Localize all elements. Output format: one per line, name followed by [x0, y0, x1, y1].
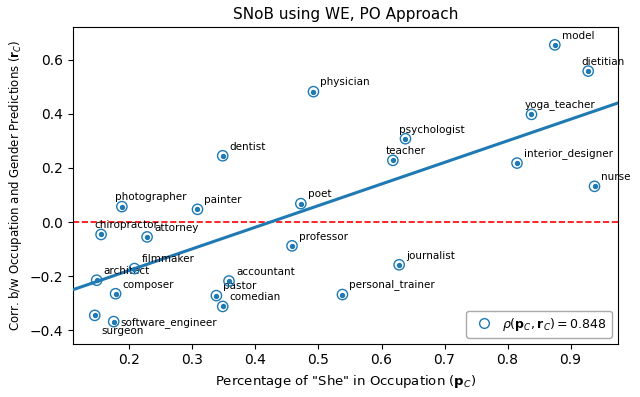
Point — [296, 200, 306, 207]
Point — [90, 312, 100, 318]
Text: teacher: teacher — [386, 146, 426, 156]
Point — [142, 234, 152, 240]
Point — [193, 206, 203, 212]
Point — [401, 135, 411, 142]
Point — [583, 68, 593, 74]
Text: software_engineer: software_engineer — [120, 318, 217, 328]
Point — [550, 42, 560, 48]
Point — [218, 303, 228, 310]
Text: poet: poet — [308, 189, 332, 199]
Y-axis label: Corr. b/w Occupation and Gender Predictions ($\mathbf{r}_C$): Corr. b/w Occupation and Gender Predicti… — [7, 40, 24, 331]
X-axis label: Percentage of "She" in Occupation ($\mathbf{p}_C$): Percentage of "She" in Occupation ($\mat… — [214, 373, 476, 390]
Point — [218, 152, 228, 159]
Point — [224, 278, 234, 284]
Point — [512, 160, 522, 166]
Point — [142, 234, 152, 240]
Point — [193, 206, 203, 212]
Text: psychologist: psychologist — [399, 125, 464, 135]
Point — [90, 312, 100, 318]
Point — [401, 135, 411, 142]
Text: personal_trainer: personal_trainer — [349, 279, 435, 290]
Text: model: model — [562, 31, 595, 41]
Text: pastor: pastor — [223, 281, 257, 291]
Point — [308, 89, 319, 95]
Point — [92, 277, 102, 283]
Point — [109, 318, 119, 325]
Text: chiropractor: chiropractor — [94, 220, 158, 230]
Point — [287, 243, 297, 249]
Text: dietitian: dietitian — [581, 57, 625, 67]
Point — [526, 111, 536, 118]
Point — [394, 262, 404, 268]
Point — [211, 293, 221, 299]
Text: architect: architect — [104, 266, 150, 276]
Legend: $\rho(\mathbf{p}_C, \mathbf{r}_C) = 0.848$: $\rho(\mathbf{p}_C, \mathbf{r}_C) = 0.84… — [466, 310, 612, 337]
Point — [550, 42, 560, 48]
Text: nurse: nurse — [602, 172, 631, 182]
Point — [96, 231, 106, 238]
Title: SNoB using WE, PO Approach: SNoB using WE, PO Approach — [232, 7, 458, 22]
Text: professor: professor — [299, 232, 348, 242]
Text: filmmaker: filmmaker — [141, 254, 195, 264]
Point — [129, 266, 140, 272]
Point — [224, 278, 234, 284]
Text: comedian: comedian — [230, 292, 281, 302]
Point — [116, 203, 127, 210]
Point — [394, 262, 404, 268]
Point — [337, 291, 348, 298]
Point — [211, 293, 221, 299]
Text: painter: painter — [204, 195, 242, 205]
Point — [111, 291, 121, 297]
Text: attorney: attorney — [154, 223, 198, 233]
Text: journalist: journalist — [406, 251, 455, 260]
Text: composer: composer — [122, 279, 174, 289]
Point — [512, 160, 522, 166]
Point — [287, 243, 297, 249]
Point — [218, 303, 228, 310]
Point — [129, 266, 140, 272]
Point — [109, 318, 119, 325]
Text: photographer: photographer — [115, 193, 186, 202]
Point — [296, 200, 306, 207]
Point — [589, 183, 600, 189]
Point — [526, 111, 536, 118]
Point — [218, 152, 228, 159]
Text: yoga_teacher: yoga_teacher — [525, 99, 595, 110]
Text: surgeon: surgeon — [102, 326, 144, 337]
Point — [92, 277, 102, 283]
Point — [111, 291, 121, 297]
Point — [589, 183, 600, 189]
Text: dentist: dentist — [230, 142, 266, 152]
Text: physician: physician — [321, 77, 370, 87]
Point — [388, 157, 398, 164]
Point — [337, 291, 348, 298]
Point — [308, 89, 319, 95]
Point — [583, 68, 593, 74]
Text: interior_designer: interior_designer — [524, 148, 613, 159]
Point — [116, 203, 127, 210]
Point — [388, 157, 398, 164]
Point — [96, 231, 106, 238]
Text: accountant: accountant — [236, 267, 294, 277]
